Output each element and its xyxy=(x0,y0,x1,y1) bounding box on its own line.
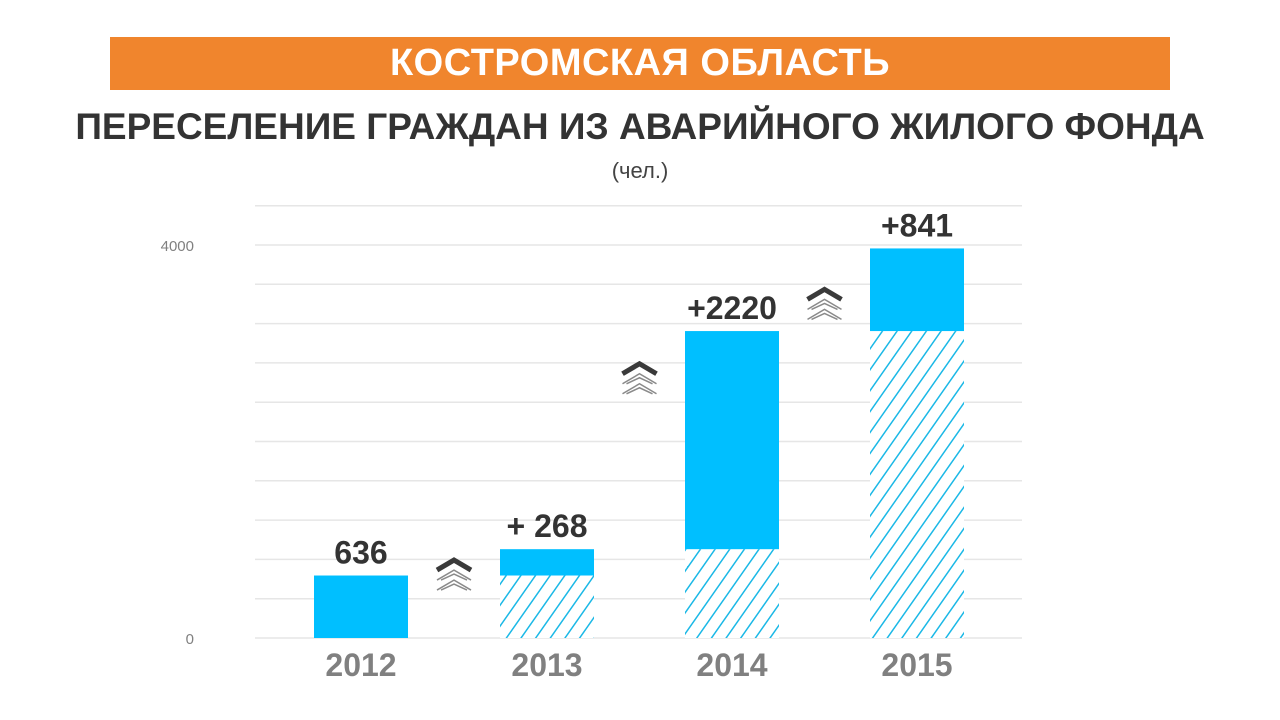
arrow-chevron xyxy=(811,302,838,311)
y-tick-label: 4000 xyxy=(161,238,194,255)
y-axis: 0 4000 xyxy=(161,238,194,648)
increase-arrow-icon xyxy=(806,286,843,321)
arrow-chevron xyxy=(436,569,472,581)
arrow-chevron xyxy=(622,372,657,385)
bar-segment-increase xyxy=(500,549,594,576)
increase-arrow-icon xyxy=(435,557,473,591)
x-axis: 2012 2013 2014 2015 xyxy=(325,647,952,683)
increase-arrow-icon xyxy=(621,360,658,395)
chart-title: ПЕРЕСЕЛЕНИЕ ГРАЖДАН ИЗ АВАРИЙНОГО ЖИЛОГО… xyxy=(75,106,1205,147)
increase-arrows xyxy=(435,286,843,591)
category-label: 2014 xyxy=(696,647,767,683)
arrow-chevron xyxy=(622,382,657,395)
data-labels: 636 + 268 +2220 +841 xyxy=(334,207,953,570)
region-title: КОСТРОМСКАЯ ОБЛАСТЬ xyxy=(389,42,891,84)
arrow-chevron xyxy=(440,573,468,581)
category-label: 2013 xyxy=(511,647,582,683)
arrow-chevron xyxy=(436,579,472,591)
arrow-chevron xyxy=(807,308,842,321)
data-label: + 268 xyxy=(507,508,588,544)
data-label: 636 xyxy=(334,535,387,571)
arrow-chevron xyxy=(806,286,843,302)
data-label: +2220 xyxy=(687,290,777,326)
arrow-chevron xyxy=(807,298,842,311)
category-label: 2012 xyxy=(325,647,396,683)
bar-segment-increase xyxy=(870,248,964,332)
arrow-chevron xyxy=(811,312,838,321)
data-label: +841 xyxy=(881,207,953,243)
bar-segment-increase xyxy=(314,575,408,638)
arrow-chevron xyxy=(440,583,468,591)
bar-segment-increase xyxy=(685,331,779,550)
chart-unit: (чел.) xyxy=(611,158,669,183)
bar-segment-previous xyxy=(685,549,779,638)
arrow-chevron xyxy=(621,360,658,376)
arrow-chevron xyxy=(626,376,653,385)
category-label: 2015 xyxy=(881,647,952,683)
y-tick-label: 0 xyxy=(186,631,194,648)
region-banner: КОСТРОМСКАЯ ОБЛАСТЬ xyxy=(110,37,1170,90)
bar-segment-previous xyxy=(500,575,594,638)
bars xyxy=(314,248,964,638)
arrow-chevron xyxy=(626,386,653,395)
bar-segment-previous xyxy=(870,331,964,638)
arrow-chevron xyxy=(435,557,473,573)
